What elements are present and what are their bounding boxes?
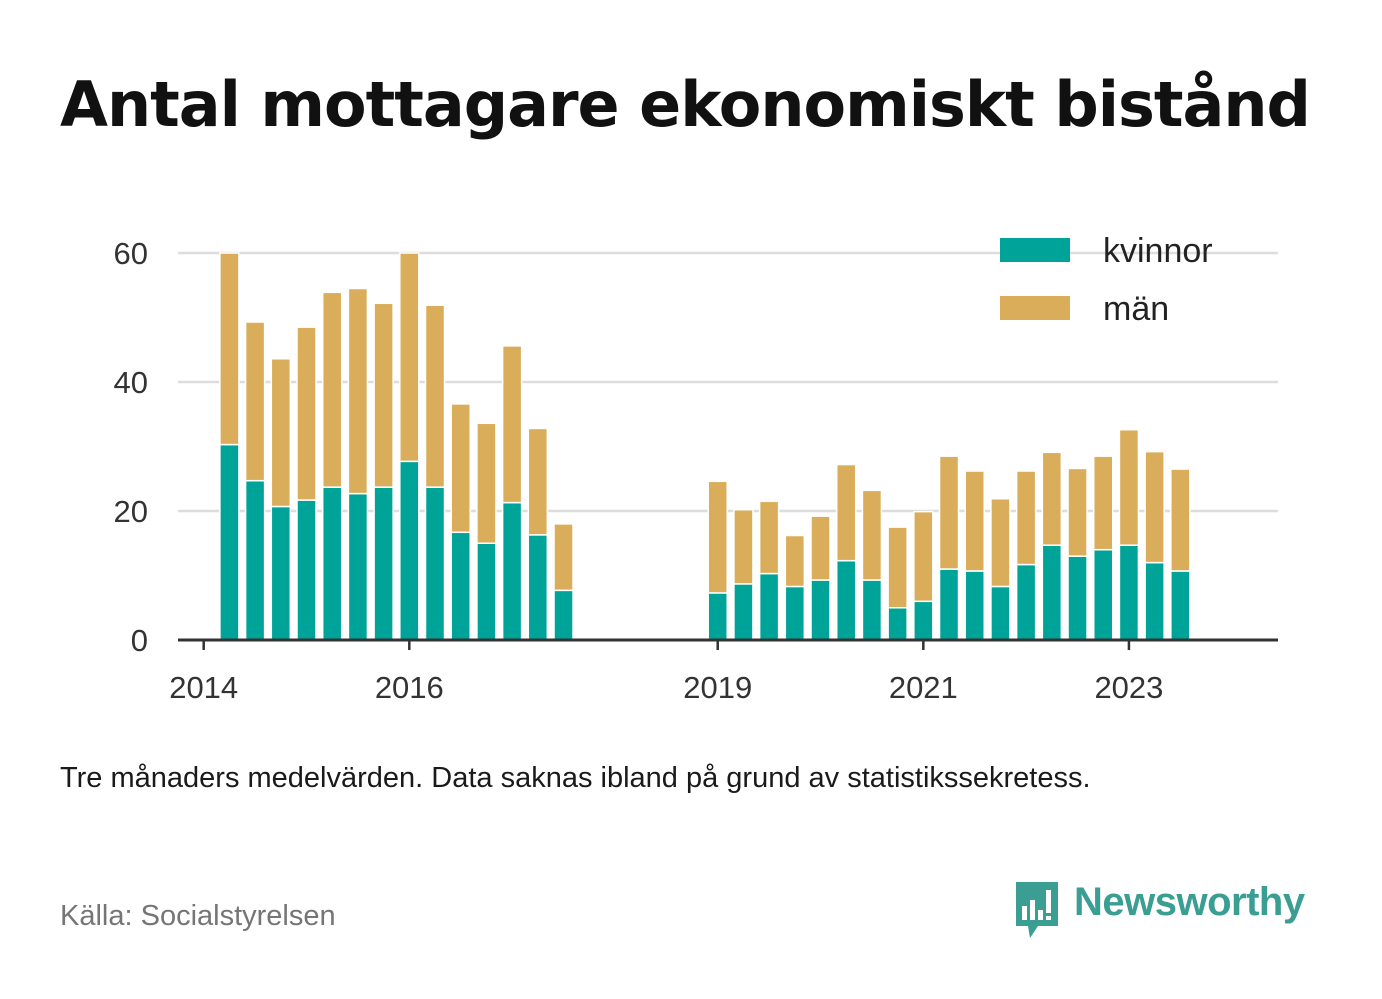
bar-kvinnor bbox=[321, 486, 343, 641]
bar-man bbox=[553, 523, 574, 592]
bar-man bbox=[1144, 450, 1165, 564]
x-tick-label: 2016 bbox=[375, 670, 444, 705]
bar-kvinnor bbox=[707, 592, 728, 641]
bar-kvinnor bbox=[784, 585, 806, 641]
bar-man bbox=[476, 422, 497, 544]
bar-kvinnor bbox=[244, 479, 266, 641]
newsworthy-logo-icon bbox=[1016, 882, 1058, 938]
bar-kvinnor bbox=[758, 572, 780, 641]
bar-man bbox=[707, 480, 728, 594]
bar-man bbox=[758, 500, 780, 575]
bar-kvinnor bbox=[810, 579, 831, 641]
bar-kvinnor bbox=[450, 531, 471, 641]
bar-man bbox=[450, 403, 471, 534]
y-axis-ticks: 0 20 40 60 bbox=[114, 236, 148, 658]
bar-man bbox=[373, 302, 394, 488]
bar-man bbox=[1092, 455, 1114, 551]
x-axis-ticks: 2014 2016 2019 2021 2023 bbox=[169, 640, 1163, 705]
x-tick-label: 2021 bbox=[889, 670, 958, 705]
bar-man bbox=[244, 321, 266, 482]
bar-man bbox=[501, 345, 523, 504]
bar-kvinnor bbox=[835, 559, 857, 641]
bar-kvinnor bbox=[887, 607, 908, 641]
bar-kvinnor bbox=[296, 499, 317, 641]
bar-man bbox=[861, 489, 883, 581]
bar-kvinnor bbox=[1092, 548, 1114, 641]
bar-man bbox=[1041, 451, 1063, 546]
bar-kvinnor bbox=[733, 583, 754, 641]
bar-man bbox=[938, 455, 960, 570]
bar-kvinnor bbox=[373, 486, 394, 641]
bar-kvinnor bbox=[913, 600, 934, 641]
y-tick-label: 60 bbox=[114, 236, 148, 271]
bar-man bbox=[1170, 468, 1191, 572]
newsworthy-logo-text: Newsworthy bbox=[1074, 880, 1305, 924]
bar-man bbox=[913, 510, 934, 603]
legend-label-man: män bbox=[1103, 290, 1169, 328]
legend-swatch-kvinnor bbox=[1000, 238, 1070, 262]
bar-kvinnor bbox=[861, 579, 883, 641]
bar-man bbox=[296, 326, 317, 501]
x-tick-label: 2014 bbox=[169, 670, 238, 705]
bar-kvinnor bbox=[553, 589, 574, 641]
y-tick-label: 40 bbox=[114, 365, 148, 400]
bar-man bbox=[399, 252, 420, 463]
bar-kvinnor bbox=[399, 460, 420, 641]
chart-title: Antal mottagare ekonomiskt bistånd bbox=[60, 68, 1311, 141]
bar-kvinnor bbox=[990, 585, 1011, 641]
bar-man bbox=[733, 508, 754, 585]
bar-man bbox=[424, 304, 446, 488]
bar-man bbox=[219, 252, 240, 446]
bar-kvinnor bbox=[270, 505, 292, 641]
bar-kvinnor bbox=[1015, 563, 1037, 641]
bar-kvinnor bbox=[1118, 544, 1140, 641]
bar-man bbox=[964, 470, 985, 572]
bar-kvinnor bbox=[476, 542, 497, 641]
source-label: Källa: Socialstyrelsen bbox=[60, 900, 336, 932]
bar-kvinnor bbox=[938, 568, 960, 641]
bar-kvinnor bbox=[964, 570, 985, 641]
bar-kvinnor bbox=[219, 443, 240, 641]
bar-kvinnor bbox=[1170, 570, 1191, 641]
bar-kvinnor bbox=[424, 486, 446, 641]
y-tick-label: 20 bbox=[114, 494, 148, 529]
bar-man bbox=[1015, 470, 1037, 566]
bar-man bbox=[347, 287, 369, 495]
bar-man bbox=[527, 427, 549, 536]
bar-man bbox=[321, 291, 343, 488]
bar-kvinnor bbox=[501, 501, 523, 641]
bar-man bbox=[1067, 467, 1088, 557]
y-tick-label: 0 bbox=[131, 623, 148, 658]
bar-kvinnor bbox=[347, 492, 369, 641]
legend-swatch-man bbox=[1000, 296, 1070, 320]
bar-kvinnor bbox=[1067, 555, 1088, 641]
bar-man bbox=[270, 358, 292, 508]
legend: kvinnor män bbox=[1000, 232, 1213, 328]
bar-man bbox=[835, 463, 857, 562]
bar-man bbox=[810, 515, 831, 581]
bar-kvinnor bbox=[527, 534, 549, 641]
x-tick-label: 2019 bbox=[683, 670, 752, 705]
legend-label-kvinnor: kvinnor bbox=[1103, 232, 1213, 270]
x-tick-label: 2023 bbox=[1094, 670, 1163, 705]
bar-man bbox=[887, 526, 908, 609]
bar-man bbox=[990, 497, 1011, 588]
bar-man bbox=[1118, 428, 1140, 546]
bar-kvinnor bbox=[1041, 544, 1063, 641]
bar-kvinnor bbox=[1144, 561, 1165, 641]
bar-man bbox=[784, 534, 806, 588]
chart-note: Tre månaders medelvärden. Data saknas ib… bbox=[60, 762, 1091, 794]
bars bbox=[219, 252, 1191, 641]
newsworthy-logo: Newsworthy bbox=[1012, 880, 1305, 940]
